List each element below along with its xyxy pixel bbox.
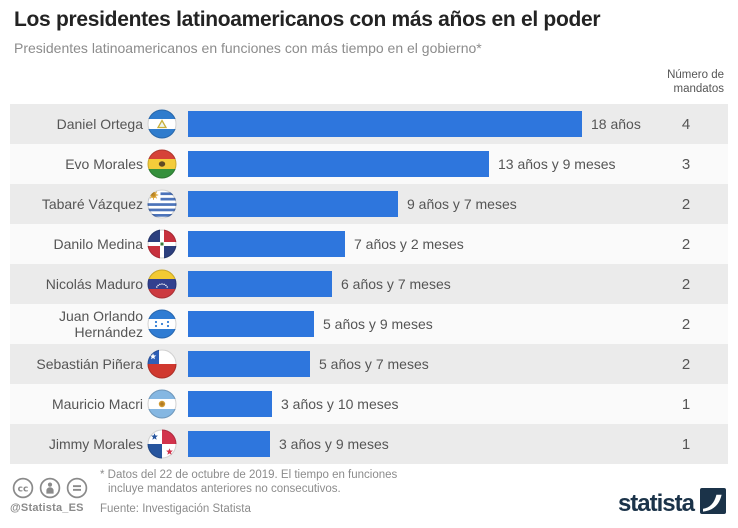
bar-chart: Daniel Ortega 18 años 4 Evo Morales 13 a…: [10, 104, 728, 464]
president-name: Mauricio Macri: [51, 396, 143, 412]
bolivia-flag-icon: [147, 149, 177, 179]
duration-label: 5 años y 7 meses: [319, 356, 429, 372]
page-subtitle: Presidentes latinoamericanos en funcione…: [14, 40, 482, 56]
duration-label: 7 años y 2 meses: [354, 236, 464, 252]
table-row: Jimmy Morales 3 años y 9 meses 1: [10, 424, 728, 464]
president-name: Nicolás Maduro: [45, 276, 143, 292]
mandates-column-header-line2: mandatos: [673, 82, 724, 95]
table-row: Danilo Medina 7 años y 2 meses 2: [10, 224, 728, 264]
duration-label: 5 años y 9 meses: [323, 316, 433, 332]
dominican-republic-flag-icon: [147, 229, 177, 259]
duration-bar: [188, 111, 582, 137]
duration-bar: [188, 391, 272, 417]
mandates-count: 2: [681, 275, 691, 293]
cc-icon: cc: [12, 477, 34, 504]
mandates-count: 2: [681, 355, 691, 373]
duration-bar: [188, 271, 332, 297]
duration-bar: [188, 431, 270, 457]
president-name: Juan Orlando Hernández: [58, 308, 143, 340]
president-name: Evo Morales: [65, 156, 143, 172]
president-name: Daniel Ortega: [56, 116, 143, 132]
table-row: Evo Morales 13 años y 9 meses 3: [10, 144, 728, 184]
duration-bar: [188, 351, 310, 377]
mandates-count: 4: [681, 115, 691, 133]
panama-flag-icon: [147, 429, 177, 459]
president-name: Sebastián Piñera: [36, 356, 143, 372]
mandates-count: 2: [681, 195, 691, 213]
table-row: Daniel Ortega 18 años 4: [10, 104, 728, 144]
svg-text:cc: cc: [18, 484, 29, 494]
mandates-count: 1: [681, 435, 691, 453]
duration-label: 9 años y 7 meses: [407, 196, 517, 212]
duration-label: 13 años y 9 meses: [498, 156, 616, 172]
duration-label: 3 años y 10 meses: [281, 396, 399, 412]
footnote-line2: incluye mandatos anteriores no consecuti…: [108, 483, 341, 495]
statista-wordmark: statista: [617, 489, 695, 517]
duration-label: 3 años y 9 meses: [279, 436, 389, 452]
footnote-line1: * Datos del 22 de octubre de 2019. El ti…: [100, 469, 398, 481]
statista-logo-icon: [700, 488, 726, 519]
venezuela-flag-icon: [147, 269, 177, 299]
honduras-flag-icon: [147, 309, 177, 339]
president-name: Jimmy Morales: [48, 436, 143, 452]
table-row: Juan Orlando Hernández 5 años y 9 meses …: [10, 304, 728, 344]
table-row: Mauricio Macri 3 años y 10 meses 1: [10, 384, 728, 424]
argentina-flag-icon: [147, 389, 177, 419]
duration-bar: [188, 191, 398, 217]
statista-logo: statista: [618, 488, 726, 519]
duration-bar: [188, 231, 345, 257]
president-name: Tabaré Vázquez: [41, 196, 143, 212]
duration-bar: [188, 311, 314, 337]
mandates-column-header: Número de mandatos: [667, 69, 724, 96]
mandates-count: 3: [681, 155, 691, 173]
table-row: Tabaré Vázquez 9 años y 7 meses 2: [10, 184, 728, 224]
cc-license-badges: cc: [12, 477, 88, 504]
no-derivatives-icon: [66, 477, 88, 504]
nicaragua-flag-icon: [147, 109, 177, 139]
chile-flag-icon: [147, 349, 177, 379]
source-note: Fuente: Investigación Statista: [100, 503, 251, 515]
table-row: Nicolás Maduro 6 años y 7 meses 2: [10, 264, 728, 304]
uruguay-flag-icon: [147, 189, 177, 219]
attribution-icon: [39, 477, 61, 504]
president-name: Danilo Medina: [53, 236, 144, 252]
duration-label: 6 años y 7 meses: [341, 276, 451, 292]
mandates-count: 2: [681, 315, 691, 333]
page-title: Los presidentes latinoamericanos con más…: [14, 8, 601, 31]
mandates-count: 1: [681, 395, 691, 413]
statista-handle: @Statista_ES: [10, 502, 84, 514]
mandates-column-header-line1: Número de: [667, 69, 724, 81]
table-row: Sebastián Piñera 5 años y 7 meses 2: [10, 344, 728, 384]
duration-label: 18 años: [591, 116, 641, 132]
mandates-count: 2: [681, 235, 691, 253]
duration-bar: [188, 151, 489, 177]
